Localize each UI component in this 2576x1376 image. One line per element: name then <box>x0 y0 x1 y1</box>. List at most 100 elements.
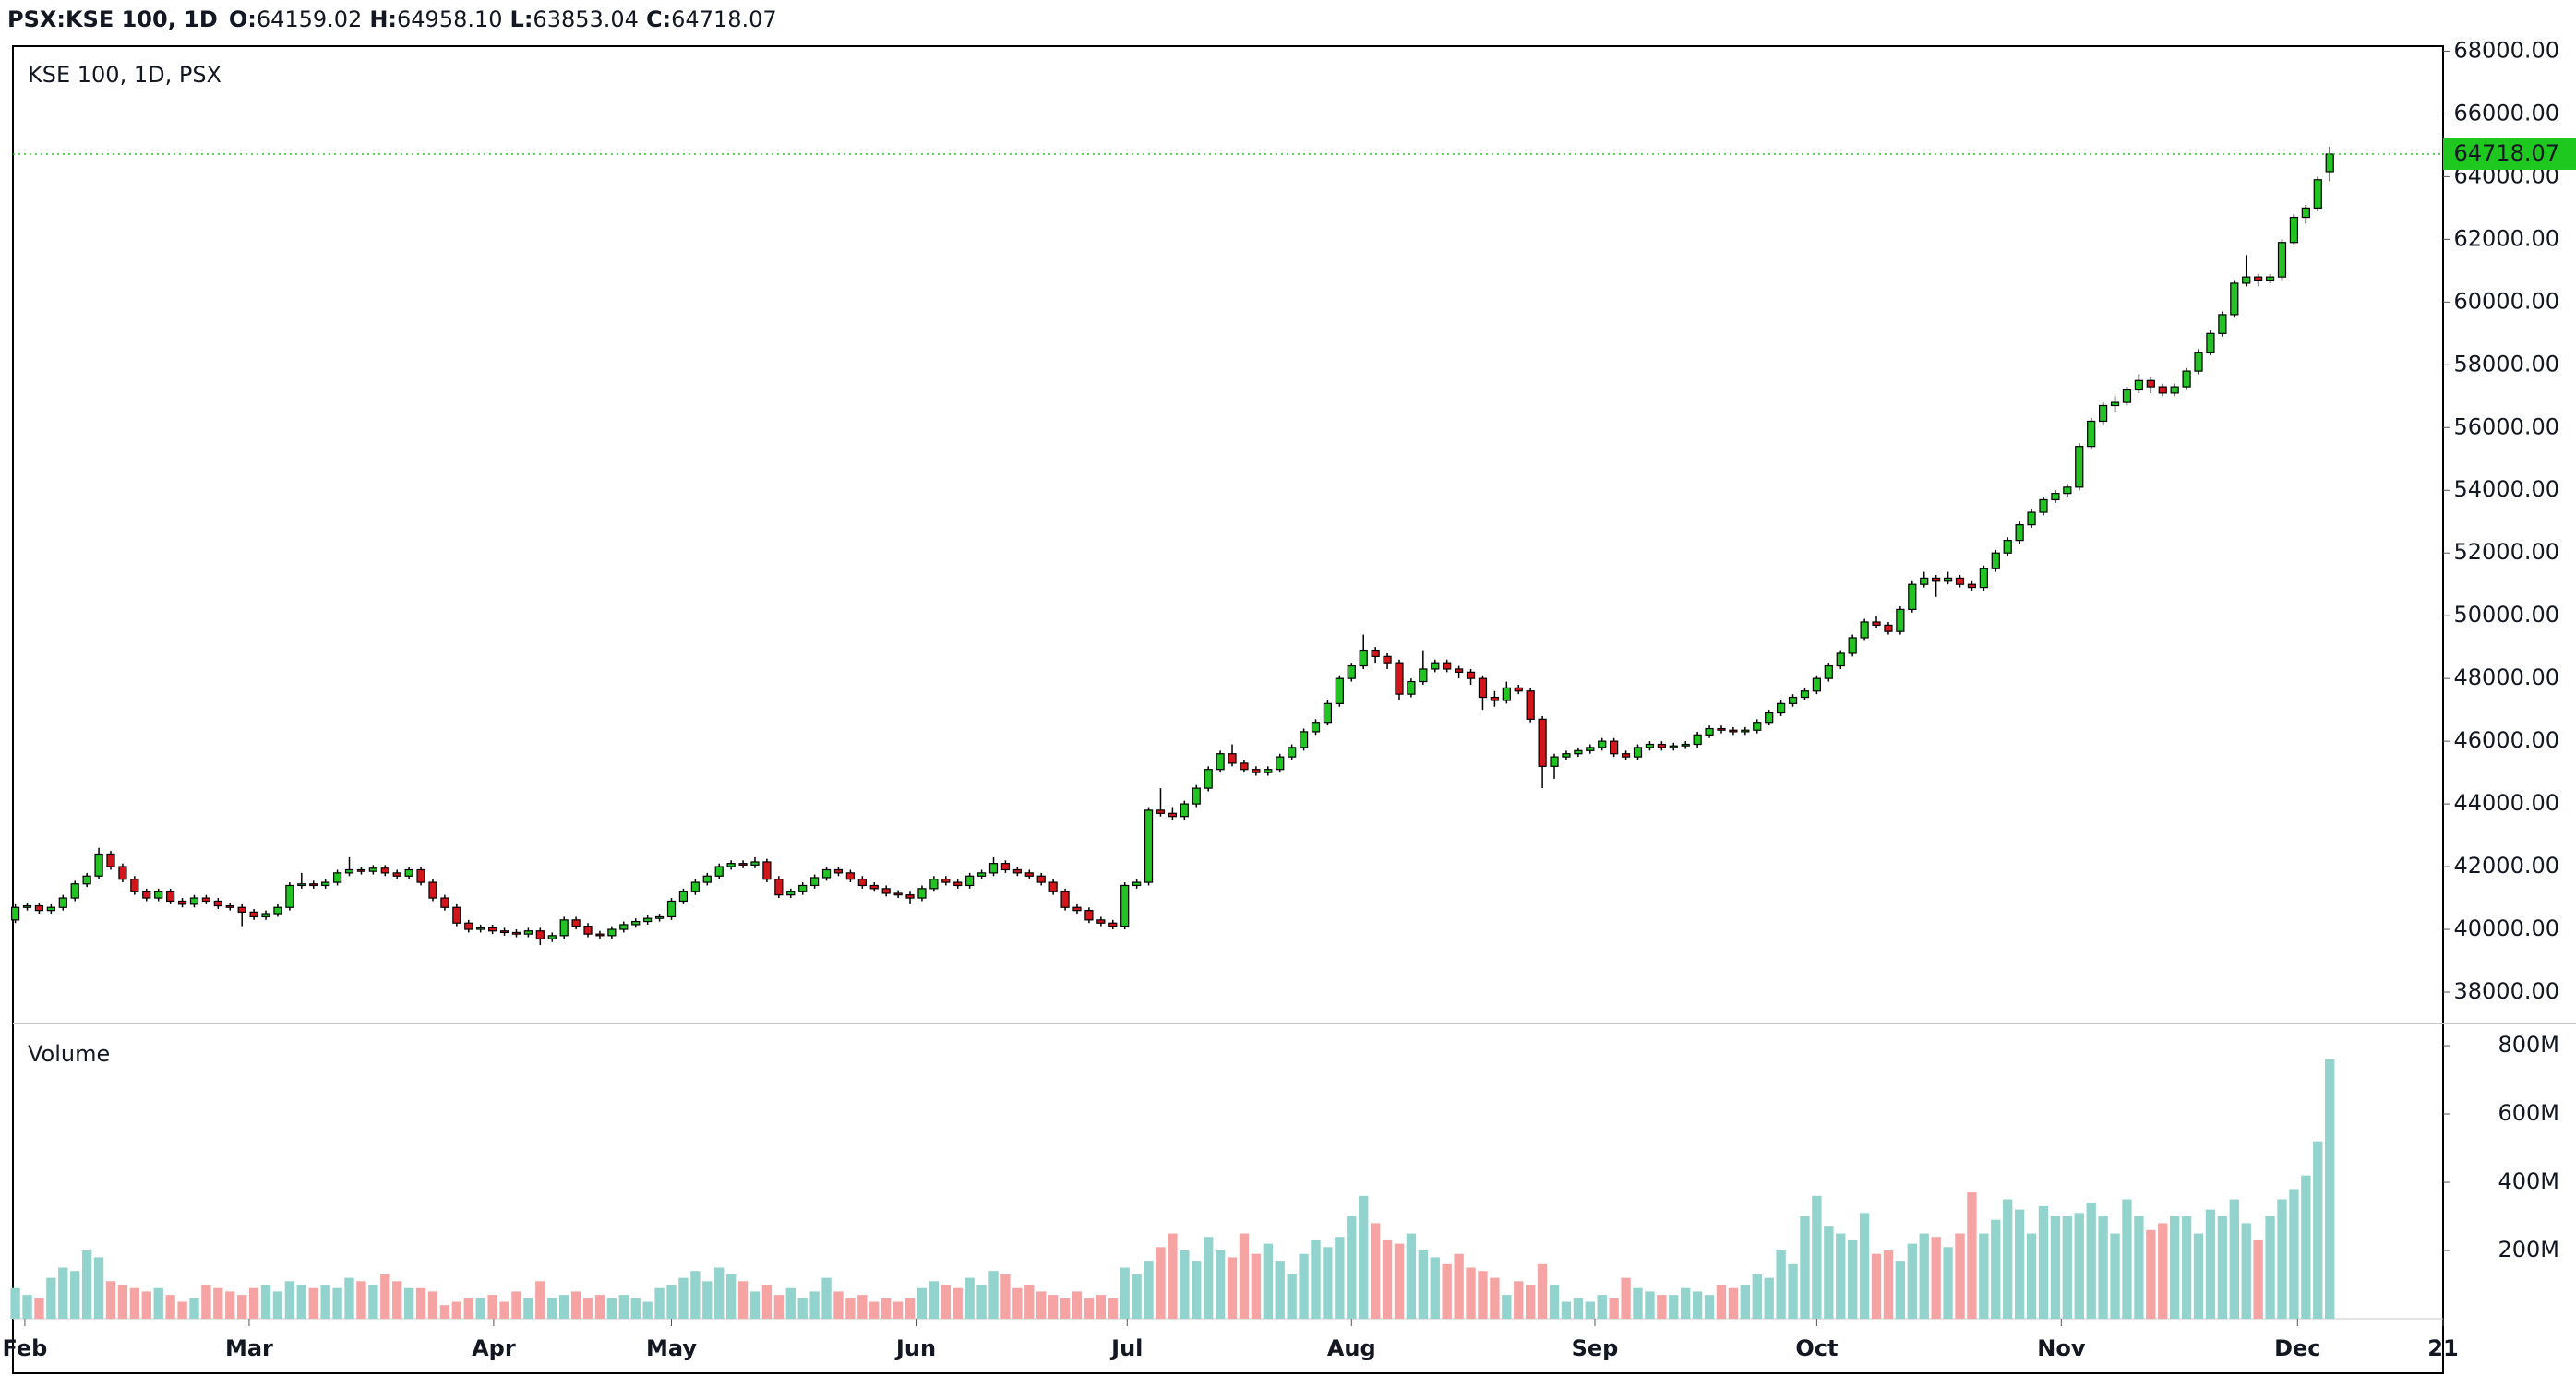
volume-bar <box>606 1298 617 1319</box>
volume-bar <box>2086 1203 2096 1319</box>
volume-bar <box>2229 1199 2239 1319</box>
volume-bar <box>451 1301 462 1319</box>
volume-bar <box>1657 1295 1667 1319</box>
volume-bar <box>547 1298 557 1319</box>
volume-bar <box>2158 1223 2168 1319</box>
candle-body <box>1490 696 1500 701</box>
candle-body <box>965 875 975 887</box>
candle-body <box>857 879 867 887</box>
volume-bar <box>821 1277 832 1319</box>
candle-body <box>523 930 533 935</box>
x-tick-label: Dec <box>2274 1335 2320 1361</box>
candle-body <box>94 853 103 877</box>
volume-bar <box>1036 1291 1047 1319</box>
candle-body <box>2134 379 2143 391</box>
x-tick-label: Mar <box>225 1335 273 1361</box>
candle-body <box>1586 747 1595 751</box>
volume-bar <box>2110 1233 2120 1319</box>
volume-bar <box>881 1298 892 1319</box>
volume-bar <box>1096 1295 1107 1319</box>
volume-bar <box>702 1281 713 1319</box>
y-tick-label: 44000.00 <box>2453 790 2559 816</box>
candle-body <box>1979 568 1988 589</box>
candle-body <box>1633 747 1643 758</box>
candle-body <box>368 867 377 872</box>
volume-bar <box>1370 1223 1381 1319</box>
x-tick-label: Oct <box>1795 1335 1838 1361</box>
volume-bar <box>392 1281 402 1319</box>
volume-bar <box>1609 1298 1619 1319</box>
candle-body <box>1311 722 1321 733</box>
candle-body <box>392 872 401 877</box>
volume-bar <box>2122 1199 2132 1319</box>
y-tick-label: 54000.00 <box>2453 476 2559 502</box>
volume-bar <box>2134 1216 2144 1319</box>
candle-body <box>583 926 593 935</box>
volume-bar <box>965 1277 975 1319</box>
candle-body <box>1264 769 1273 773</box>
candle-body <box>1753 722 1762 731</box>
volume-title: Volume <box>28 1041 110 1067</box>
x-tick-label: Jul <box>1109 1335 1143 1361</box>
volume-bar <box>594 1295 605 1319</box>
volume-bar <box>1895 1261 1906 1319</box>
volume-bar <box>1263 1243 1273 1319</box>
candle-body <box>476 927 485 930</box>
candle-body <box>404 868 413 877</box>
candle-body <box>881 888 891 894</box>
volume-bar <box>1311 1239 1321 1319</box>
candle-body <box>2242 276 2251 284</box>
volume-bar <box>1299 1253 1309 1319</box>
volume-bar <box>344 1277 354 1319</box>
candle-body <box>1777 702 1786 714</box>
last-price-label: 64718.07 <box>2453 140 2559 166</box>
candle-body <box>1096 919 1106 924</box>
volume-bar <box>630 1298 641 1319</box>
candle-body <box>988 863 999 874</box>
x-tick-label: Apr <box>472 1335 516 1361</box>
volume-bar <box>678 1277 689 1319</box>
ohlc-label: O: <box>229 6 257 32</box>
candle-body <box>1920 577 1929 585</box>
candle-body <box>1000 863 1011 871</box>
volume-bar <box>1192 1261 1202 1319</box>
volume-bar <box>1931 1237 1941 1319</box>
volume-bar <box>1204 1237 1214 1319</box>
volume-bar <box>1466 1267 1476 1319</box>
candle-body <box>2301 207 2310 219</box>
volume-bar <box>1239 1233 1250 1319</box>
candle-body <box>1967 583 1977 589</box>
y-tick-label: 400M <box>2498 1168 2559 1194</box>
candle-body <box>166 891 175 903</box>
candle-body <box>2158 386 2167 394</box>
candle-body <box>332 872 342 883</box>
volume-bar <box>2253 1239 2263 1319</box>
candle-body <box>2146 379 2155 388</box>
x-tick-label: Jun <box>894 1335 936 1361</box>
volume-bar <box>1180 1250 1190 1319</box>
volume-bar <box>1394 1243 1405 1319</box>
candle-body <box>1824 664 1833 679</box>
volume-bar <box>1478 1271 1488 1319</box>
volume-bar <box>2038 1205 2049 1319</box>
volume-bar <box>1549 1285 1560 1319</box>
volume-bar <box>1502 1295 1512 1319</box>
candle-body <box>1192 787 1201 805</box>
volume-bar <box>582 1298 593 1319</box>
candle-body <box>2039 498 2048 513</box>
volume-bar <box>1943 1247 1953 1319</box>
candle-body <box>1048 881 1058 892</box>
volume-bar <box>22 1295 32 1319</box>
candle-body <box>2003 540 2012 554</box>
candle-body <box>750 861 760 866</box>
candle-body <box>1502 687 1511 701</box>
candle-body <box>2122 389 2132 403</box>
volume-bar <box>1716 1285 1727 1319</box>
candle-body <box>1741 729 1750 733</box>
candle-body <box>1598 740 1607 748</box>
volume-bar <box>356 1281 366 1319</box>
volume-bar <box>618 1295 629 1319</box>
volume-bar <box>1156 1247 1166 1319</box>
candle-body <box>1872 621 1881 626</box>
volume-bar <box>1144 1261 1154 1319</box>
